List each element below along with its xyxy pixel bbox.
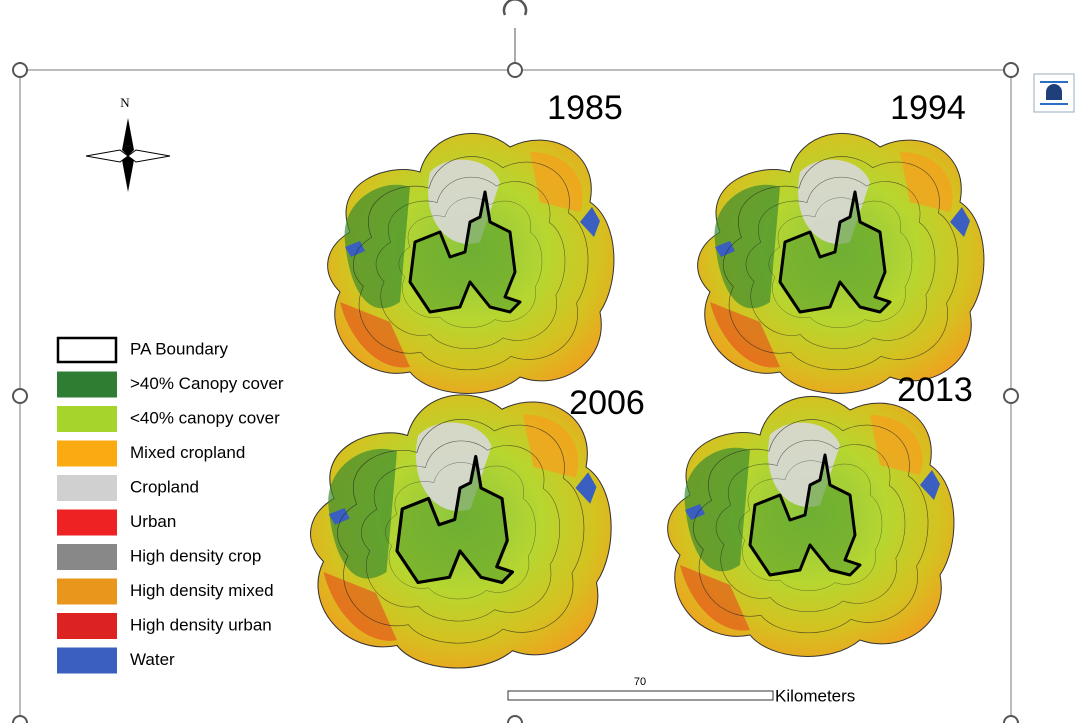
handle[interactable] bbox=[13, 389, 27, 403]
legend-label: High density crop bbox=[130, 546, 261, 565]
north-arrow: N bbox=[86, 95, 170, 192]
legend-label: Water bbox=[130, 650, 175, 669]
scale-unit: Kilometers bbox=[775, 686, 855, 705]
map-image bbox=[328, 133, 614, 393]
north-label: N bbox=[120, 95, 130, 110]
land-cover-map: 2013 bbox=[668, 371, 973, 656]
legend-swatch bbox=[57, 579, 117, 605]
land-cover-map: 1994 bbox=[698, 89, 984, 393]
handle[interactable] bbox=[1004, 63, 1018, 77]
legend-swatch bbox=[57, 510, 117, 536]
map-year: 2006 bbox=[569, 384, 645, 422]
handle[interactable] bbox=[508, 63, 522, 77]
legend-swatch bbox=[57, 613, 117, 639]
land-cover-map: 1985 bbox=[328, 89, 623, 393]
handle[interactable] bbox=[1004, 389, 1018, 403]
legend-label: <40% canopy cover bbox=[130, 408, 280, 427]
legend-label: Cropland bbox=[130, 477, 199, 496]
handle[interactable] bbox=[1004, 716, 1018, 723]
legend-label: >40% Canopy cover bbox=[130, 374, 284, 393]
legend-label: High density mixed bbox=[130, 581, 274, 600]
scale-value: 70 bbox=[634, 676, 646, 688]
map-image bbox=[668, 396, 954, 656]
page: N 1985 1994 2006 2013 PA Boundary >40% Canop… bbox=[0, 0, 1079, 723]
legend-swatch bbox=[57, 406, 117, 432]
map-year: 1994 bbox=[890, 89, 966, 127]
layout-options-button[interactable] bbox=[1034, 74, 1074, 112]
handle[interactable] bbox=[508, 716, 522, 723]
legend-label: Mixed cropland bbox=[130, 443, 245, 462]
land-cover-map: 2006 bbox=[311, 384, 645, 668]
legend-label: PA Boundary bbox=[130, 339, 228, 358]
handle[interactable] bbox=[13, 63, 27, 77]
map-year: 2013 bbox=[897, 371, 973, 409]
legend-swatch bbox=[58, 338, 116, 362]
map-year: 1985 bbox=[547, 89, 623, 127]
legend: PA Boundary >40% Canopy cover <40% canopy … bbox=[57, 338, 284, 674]
legend-label: High density urban bbox=[130, 615, 272, 634]
legend-swatch bbox=[57, 544, 117, 570]
map-image bbox=[698, 133, 984, 393]
legend-swatch bbox=[57, 441, 117, 467]
maps: 1985 1994 2006 2013 bbox=[311, 89, 984, 668]
map-image bbox=[311, 395, 612, 668]
rotate-handle[interactable] bbox=[504, 0, 526, 15]
handle[interactable] bbox=[13, 716, 27, 723]
legend-label: Urban bbox=[130, 512, 176, 531]
legend-swatch bbox=[57, 648, 117, 674]
legend-swatch bbox=[57, 372, 117, 398]
document-canvas: N 1985 1994 2006 2013 PA Boundary >40% Canop… bbox=[0, 0, 1079, 723]
scale-bar bbox=[508, 691, 773, 700]
legend-swatch bbox=[57, 475, 117, 501]
